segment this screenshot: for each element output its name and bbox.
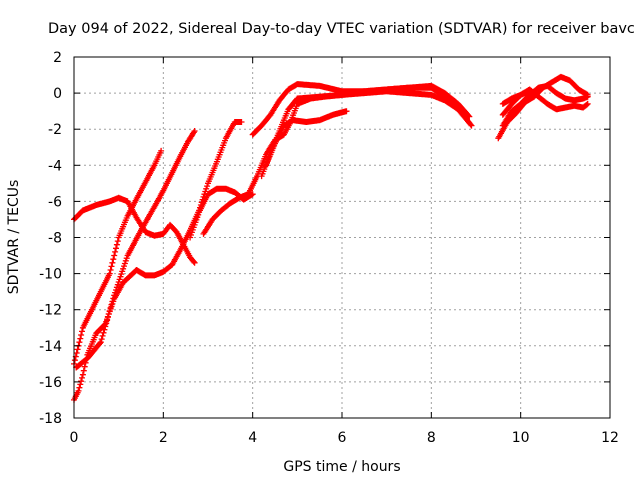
y-tick-label: -6 <box>48 194 62 210</box>
x-tick-label: 6 <box>338 430 347 446</box>
series-arc8 <box>258 88 462 180</box>
x-tick-label: 8 <box>427 430 436 446</box>
series-markers <box>71 147 165 367</box>
series-markers <box>263 108 350 169</box>
x-tick-label: 2 <box>159 430 168 446</box>
series-arc9 <box>263 108 350 169</box>
y-tick-label: 0 <box>53 86 62 102</box>
data-points <box>71 73 591 403</box>
series-arc13 <box>499 88 533 107</box>
x-tick-label: 4 <box>248 430 257 446</box>
x-tick-label: 12 <box>601 430 619 446</box>
y-tick-label: 2 <box>53 50 62 66</box>
chart-title: Day 094 of 2022, Sidereal Day-to-day VTE… <box>48 21 635 37</box>
axis-ticks <box>73 56 611 419</box>
y-tick-label: -12 <box>39 303 62 319</box>
y-tick-label: -10 <box>39 267 62 283</box>
tick-labels: 0 2 4 6 8 10 12 2 0 -2 -4 -6 -8 -10 -12 -14 -16 -18 <box>39 50 619 446</box>
y-tick-label: -2 <box>48 122 62 138</box>
x-tick-label: 0 <box>70 430 79 446</box>
series-markers <box>499 88 533 107</box>
series-arc2 <box>71 147 165 367</box>
y-tick-label: -8 <box>48 231 62 247</box>
x-axis-label: GPS time / hours <box>283 459 400 475</box>
y-tick-label: -16 <box>39 375 62 391</box>
y-tick-label: -18 <box>39 411 62 427</box>
y-tick-label: -4 <box>48 158 62 174</box>
y-axis-label: SDTVAR / TECUs <box>6 180 22 295</box>
y-tick-label: -14 <box>39 339 62 355</box>
series-markers <box>258 88 462 180</box>
x-tick-label: 10 <box>512 430 530 446</box>
